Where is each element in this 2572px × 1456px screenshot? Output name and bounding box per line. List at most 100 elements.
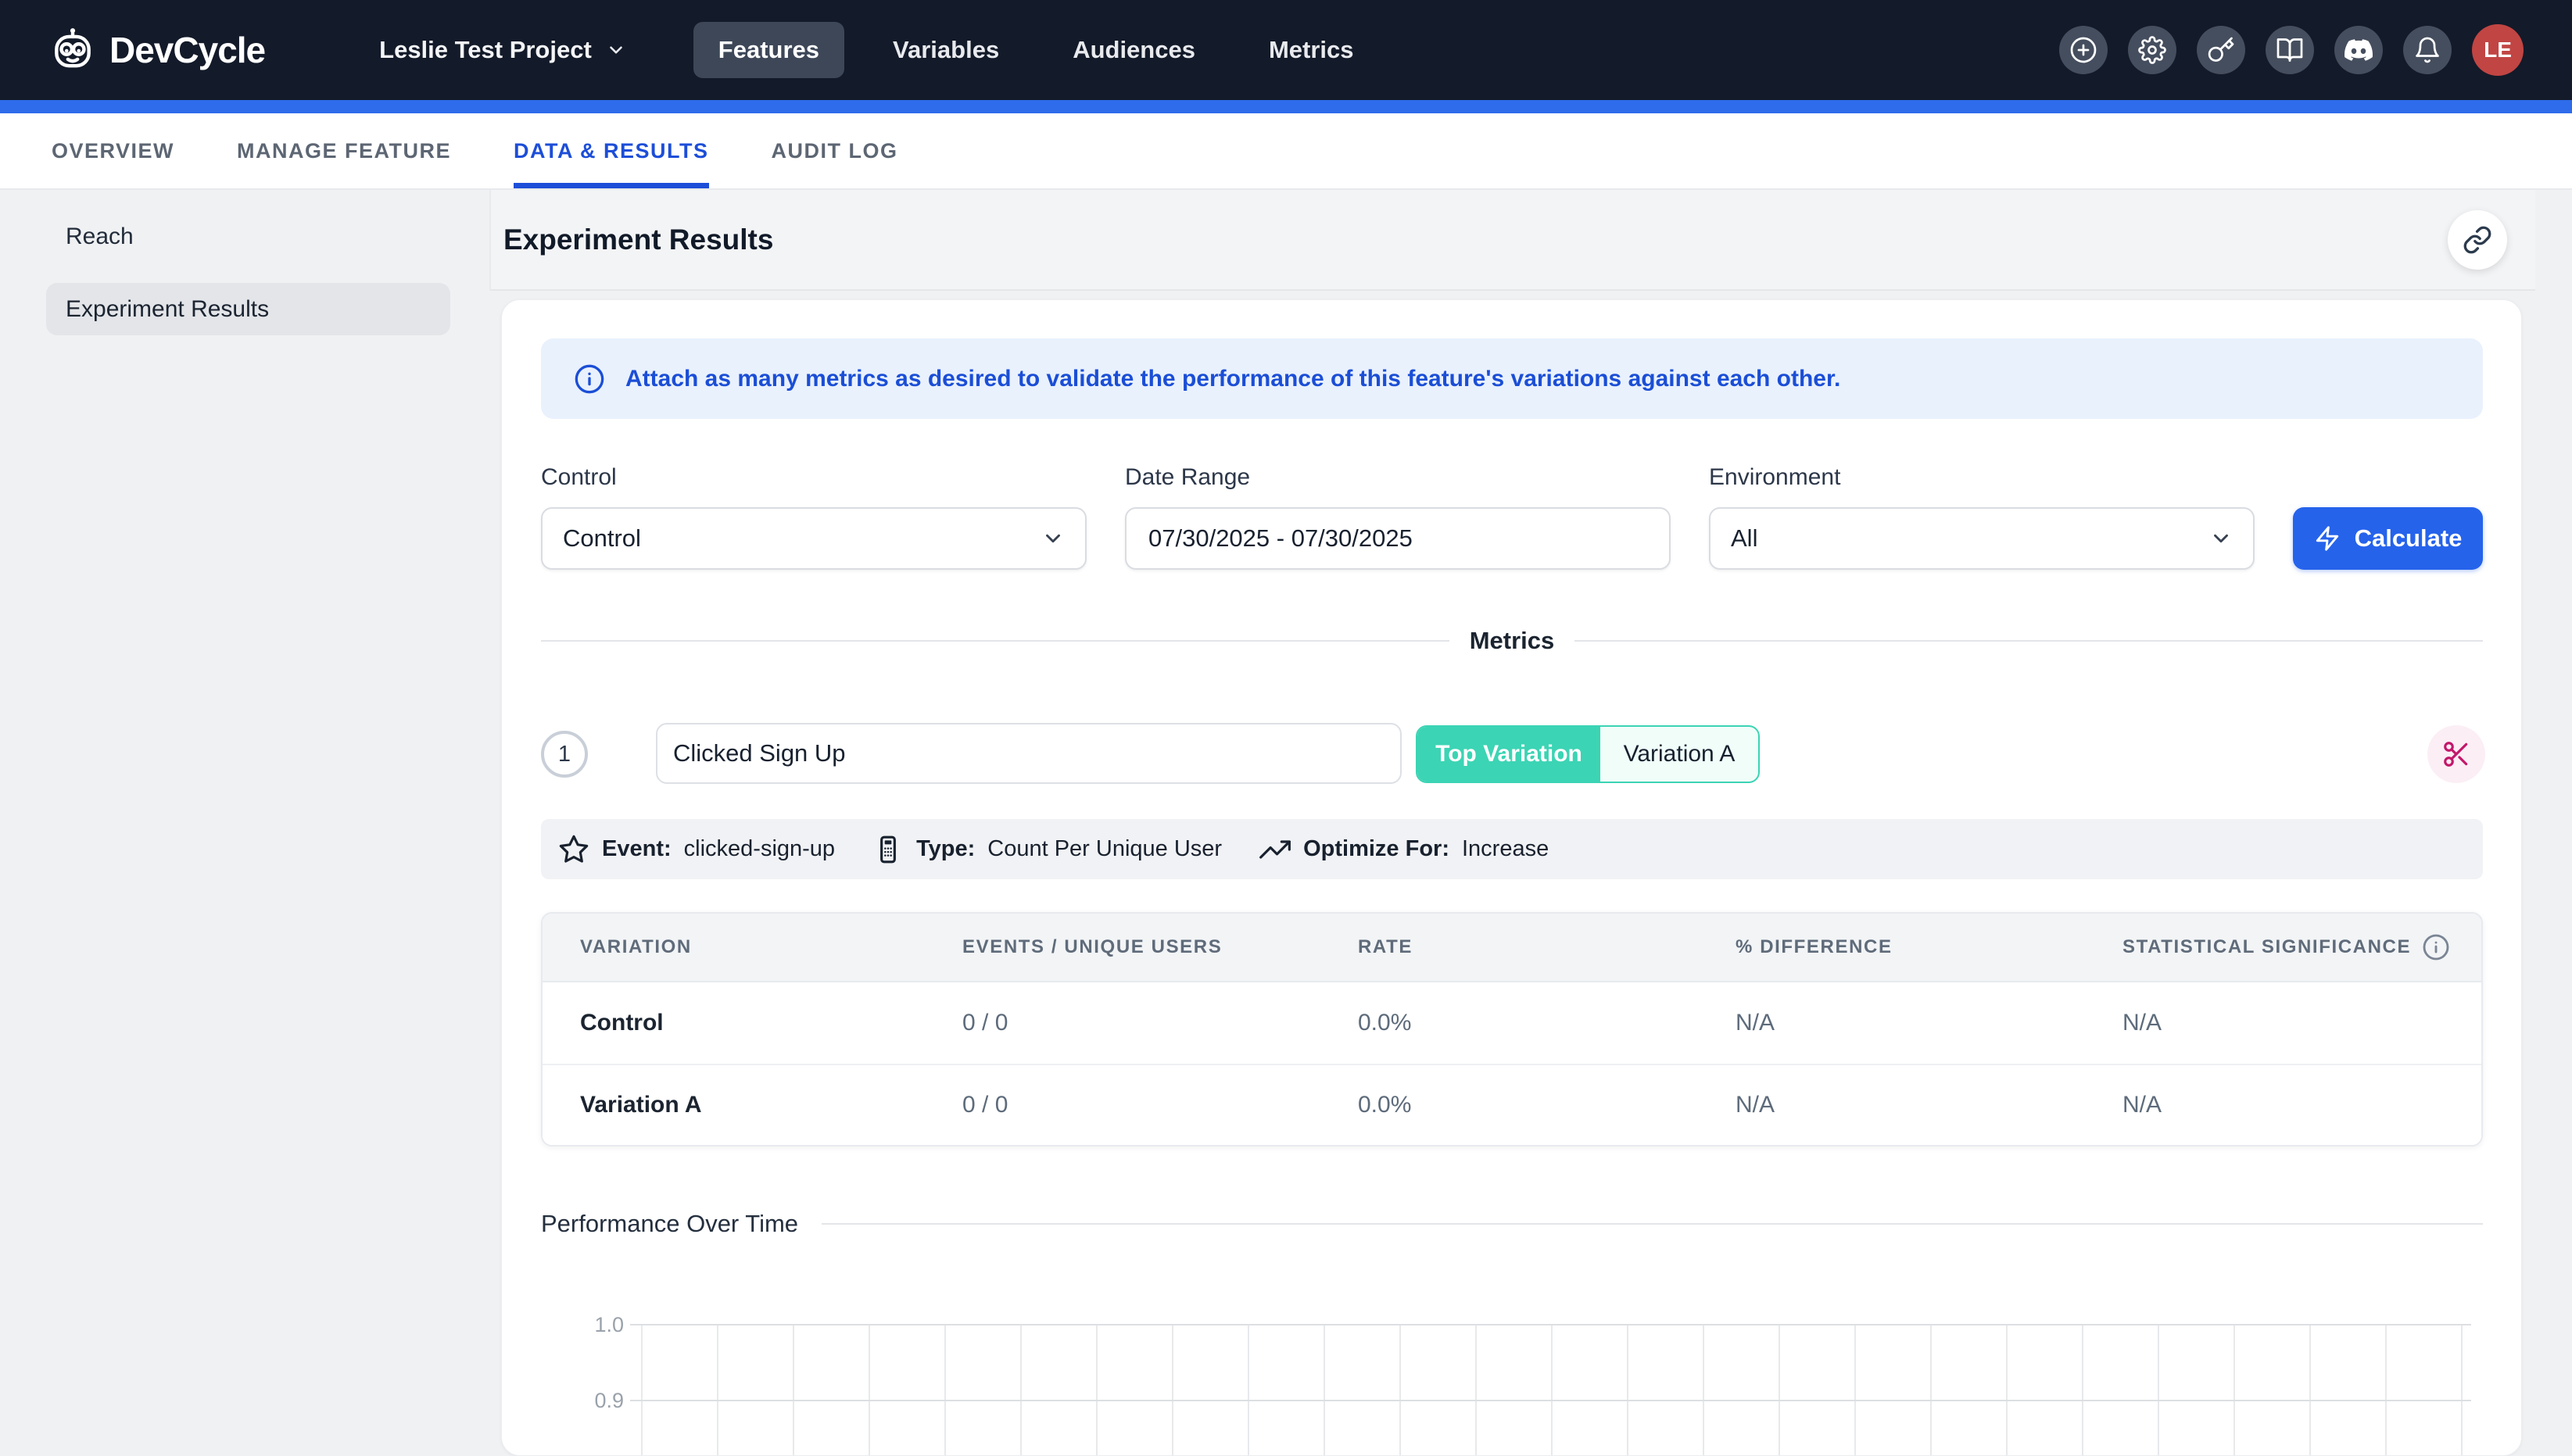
- cell-variation: Control: [580, 1010, 962, 1036]
- environment-select[interactable]: All: [1709, 507, 2255, 570]
- chevron-down-icon: [606, 40, 626, 60]
- experiment-results-card: Attach as many metrics as desired to val…: [501, 299, 2522, 1456]
- results-sidebar: Reach Experiment Results: [0, 190, 489, 335]
- nav-item-audiences[interactable]: Audiences: [1048, 22, 1220, 78]
- brand-name: DevCycle: [109, 29, 265, 71]
- optimize-value: Increase: [1462, 836, 1549, 862]
- metric-index-badge: 1: [541, 731, 588, 778]
- toggle-top-variation[interactable]: Top Variation: [1417, 727, 1600, 782]
- nav-right-actions: LE: [2059, 24, 2524, 76]
- column-events-unique-users: EVENTS / UNIQUE USERS: [962, 936, 1358, 958]
- nav-item-features[interactable]: Features: [693, 22, 844, 78]
- settings-button[interactable]: [2128, 26, 2176, 74]
- info-icon[interactable]: [2422, 933, 2450, 961]
- date-range-filter-group: Date Range: [1125, 464, 1671, 570]
- star-icon: [558, 834, 589, 865]
- divider-line: [822, 1223, 2483, 1225]
- column-variation: VARIATION: [580, 936, 962, 958]
- control-filter-group: Control Control: [541, 464, 1087, 570]
- discord-icon: [2345, 36, 2373, 64]
- nav-item-variables[interactable]: Variables: [868, 22, 1024, 78]
- control-select-value: Control: [563, 524, 641, 553]
- calculate-button[interactable]: Calculate: [2293, 507, 2483, 570]
- chevron-down-icon: [2209, 527, 2233, 550]
- page-title: Experiment Results: [503, 224, 773, 256]
- divider-line: [1574, 640, 2483, 642]
- divider-line: [541, 640, 1449, 642]
- tab-data-and-results[interactable]: DATA & RESULTS: [514, 113, 709, 188]
- copy-link-button[interactable]: [2448, 210, 2507, 270]
- cell-difference: N/A: [1736, 1092, 2122, 1118]
- plus-circle-icon: [2069, 36, 2097, 64]
- environment-select-value: All: [1731, 524, 1757, 553]
- type-value: Count Per Unique User: [987, 836, 1222, 862]
- optimize-detail: Optimize For: Increase: [1259, 834, 1549, 865]
- devcycle-robot-icon: [48, 26, 97, 74]
- calculator-icon: [872, 834, 904, 865]
- type-label: Type:: [916, 836, 975, 862]
- y-axis-tick: 1.0: [561, 1313, 624, 1336]
- user-avatar[interactable]: LE: [2472, 24, 2524, 76]
- feature-tab-bar: OVERVIEW MANAGE FEATURE DATA & RESULTS A…: [0, 113, 2572, 190]
- results-table: VARIATION EVENTS / UNIQUE USERS RATE % D…: [541, 912, 2483, 1147]
- key-icon: [2207, 36, 2235, 64]
- notifications-button[interactable]: [2403, 26, 2452, 74]
- scissors-icon: [2441, 739, 2471, 769]
- sidebar-item-reach[interactable]: Reach: [46, 210, 450, 263]
- performance-title: Performance Over Time: [541, 1210, 798, 1238]
- api-keys-button[interactable]: [2197, 26, 2245, 74]
- nav-item-metrics[interactable]: Metrics: [1244, 22, 1379, 78]
- column-statistical-significance-label: STATISTICAL SIGNIFICANCE: [2122, 936, 2411, 958]
- tab-overview[interactable]: OVERVIEW: [52, 113, 174, 188]
- event-label: Event:: [602, 836, 672, 862]
- trending-up-icon: [1259, 834, 1291, 865]
- remove-metric-button[interactable]: [2427, 725, 2485, 783]
- docs-button[interactable]: [2266, 26, 2314, 74]
- table-row: Control 0 / 0 0.0% N/A N/A: [543, 982, 2481, 1064]
- cell-significance: N/A: [2122, 1092, 2481, 1118]
- column-rate: RATE: [1358, 936, 1736, 958]
- variation-toggle: Top Variation Variation A: [1416, 725, 1760, 783]
- environment-label: Environment: [1709, 464, 2255, 491]
- control-label: Control: [541, 464, 1087, 491]
- date-range-label: Date Range: [1125, 464, 1671, 491]
- info-banner-text: Attach as many metrics as desired to val…: [625, 366, 1840, 392]
- book-open-icon: [2276, 36, 2304, 64]
- type-detail: Type: Count Per Unique User: [872, 834, 1222, 865]
- sidebar-item-experiment-results[interactable]: Experiment Results: [46, 283, 450, 335]
- tab-manage-feature[interactable]: MANAGE FEATURE: [237, 113, 451, 188]
- accent-bar: [0, 100, 2572, 113]
- info-banner: Attach as many metrics as desired to val…: [541, 338, 2483, 419]
- performance-section-header: Performance Over Time: [541, 1200, 2483, 1247]
- date-range-input[interactable]: [1147, 524, 1649, 553]
- toggle-variation-a[interactable]: Variation A: [1600, 727, 1758, 782]
- devcycle-logo[interactable]: DevCycle: [48, 26, 265, 74]
- y-axis-tick: 0.9: [561, 1389, 624, 1412]
- event-detail: Event: clicked-sign-up: [558, 834, 835, 865]
- metric-row: 1 Top Variation Variation A: [541, 723, 2483, 785]
- environment-filter-group: Environment All: [1709, 464, 2255, 570]
- metric-name-input[interactable]: [656, 723, 1402, 784]
- control-select[interactable]: Control: [541, 507, 1087, 570]
- gridline-1.0: [630, 1324, 2471, 1325]
- bell-icon: [2413, 36, 2441, 64]
- performance-chart: 1.0 0.9: [641, 1324, 2471, 1456]
- tab-audit-log[interactable]: AUDIT LOG: [772, 113, 898, 188]
- calculate-button-label: Calculate: [2355, 524, 2463, 553]
- chevron-down-icon: [1041, 527, 1065, 550]
- date-range-field[interactable]: [1125, 507, 1671, 570]
- metrics-section-divider: Metrics: [541, 627, 2483, 655]
- discord-button[interactable]: [2334, 26, 2383, 74]
- column-pct-difference: % DIFFERENCE: [1736, 936, 2122, 958]
- page-header: Experiment Results: [489, 190, 2535, 291]
- project-switcher[interactable]: Leslie Test Project: [379, 36, 626, 64]
- optimize-label: Optimize For:: [1303, 836, 1449, 862]
- metric-details-bar: Event: clicked-sign-up Type: Count Per U…: [541, 819, 2483, 879]
- top-navigation-bar: DevCycle Leslie Test Project Features Va…: [0, 0, 2572, 100]
- add-circle-button[interactable]: [2059, 26, 2108, 74]
- event-value: clicked-sign-up: [684, 836, 835, 862]
- cell-events: 0 / 0: [962, 1092, 1358, 1118]
- table-row: Variation A 0 / 0 0.0% N/A N/A: [543, 1064, 2481, 1145]
- cell-events: 0 / 0: [962, 1010, 1358, 1036]
- link-icon: [2463, 225, 2492, 255]
